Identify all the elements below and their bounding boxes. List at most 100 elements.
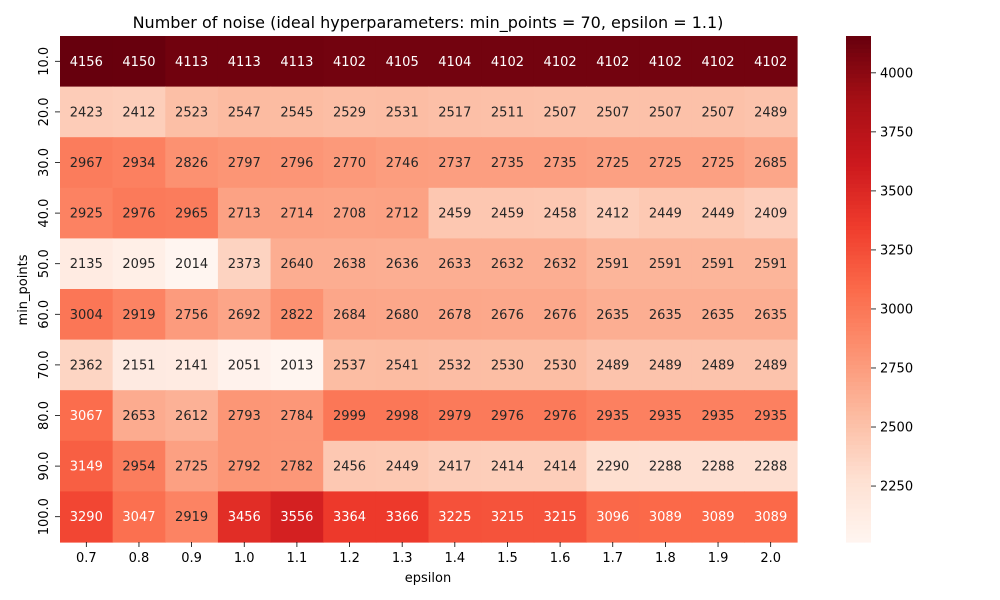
cell-value-label: 2976 [491,409,524,424]
colorbar-segment [846,394,871,400]
heatmap-cell [375,86,430,138]
x-axis-label: epsilon [405,571,451,586]
cell-value-label: 2449 [649,207,682,222]
cell-value-label: 3556 [280,510,313,525]
cell-value-label: 2529 [333,105,366,120]
colorbar-segment [846,187,871,193]
colorbar-segment [846,82,871,88]
heatmap-cell [639,86,693,138]
cell-value-label: 4150 [122,55,155,70]
colorbar-segment [846,145,871,151]
colorbar-segment [846,436,871,442]
heatmap-cell [60,289,114,341]
cell-value-label: 4102 [754,55,787,70]
colorbar-segment [846,297,871,303]
heatmap-cell [428,187,482,239]
colorbar-segment [846,116,871,121]
cell-value-label: 2456 [333,460,366,475]
heatmap-cell [481,238,535,290]
cell-value-label: 2373 [228,257,261,272]
heatmap-cell [533,86,588,138]
heatmap-cell [744,187,798,239]
colorbar-segment [846,213,871,218]
cell-value-label: 2640 [280,257,313,272]
heatmap-cell [270,390,324,442]
y-tick-label: 40.0 [37,199,52,228]
heatmap-cell [165,339,219,391]
colorbar-segment [846,221,871,227]
heatmap-cell [270,36,324,88]
x-tick-label: 1.5 [497,551,518,566]
cell-value-label: 2735 [544,156,577,171]
heatmap-cell [428,137,482,189]
heatmap-cell [165,289,219,341]
heatmap-cell [691,36,745,88]
heatmap-cell [639,36,693,88]
colorbar-tick-label: 3000 [880,302,913,317]
colorbar-segment [846,65,871,71]
cell-value-label: 3004 [70,308,103,323]
cell-value-label: 2684 [333,308,366,323]
heatmap-cell [112,187,166,239]
heatmap-cell [217,440,272,492]
heatmap-cell [481,491,535,543]
colorbar-segment [846,348,871,353]
heatmap-cell [375,187,430,239]
heatmap-cell [744,36,798,88]
heatmap-cell [586,339,640,391]
colorbar-segment [846,390,871,396]
heatmap-cell [217,289,272,341]
heatmap-cell [586,238,640,290]
colorbar-segment [846,234,871,239]
heatmap-cell [691,289,745,341]
colorbar-segment [846,132,871,138]
colorbar-segment [846,516,871,522]
heatmap-cell [639,187,693,239]
cell-value-label: 4104 [438,55,471,70]
heatmap-cell [60,36,114,88]
heatmap-cell [270,86,324,138]
cell-value-label: 2412 [596,207,629,222]
colorbar-segment [846,137,871,143]
cell-value-label: 2423 [70,105,103,120]
cell-value-label: 2935 [701,409,734,424]
colorbar-segment [846,360,871,366]
colorbar-segment [846,305,871,311]
heatmap-cell [112,36,166,88]
heatmap-cell [744,289,798,341]
heatmap-cell [323,339,377,391]
colorbar-segment [846,111,871,117]
cell-value-label: 2507 [701,105,734,120]
cell-value-label: 2954 [122,460,155,475]
cell-value-label: 2725 [649,156,682,171]
cell-value-label: 2414 [491,460,524,475]
cell-value-label: 2489 [596,358,629,373]
colorbar-segment [846,339,871,345]
heatmap-cell [60,86,114,138]
heatmap-cell [270,491,324,543]
colorbar-segment [846,124,871,130]
heatmap-cell [428,440,482,492]
cell-value-label: 2934 [122,156,155,171]
cell-value-label: 2414 [544,460,577,475]
cell-value-label: 2591 [754,257,787,272]
heatmap-cell [428,491,482,543]
heatmap-cell [533,440,588,492]
colorbar-segment [846,238,871,244]
cell-value-label: 2725 [175,460,208,475]
colorbar-segment [846,162,871,168]
cell-value-label: 2770 [333,156,366,171]
heatmap-cell [691,440,745,492]
heatmap-cell [533,339,588,391]
heatmap-cell [60,137,114,189]
heatmap-cell [586,440,640,492]
colorbar-segment [846,491,871,497]
cell-value-label: 2635 [754,308,787,323]
heatmap-cell [60,491,114,543]
cell-value-label: 2449 [701,207,734,222]
colorbar-segment [846,453,871,459]
heatmap-cell [165,86,219,138]
heatmap-cell [586,289,640,341]
heatmap-cell [533,289,588,341]
cell-value-label: 2507 [544,105,577,120]
